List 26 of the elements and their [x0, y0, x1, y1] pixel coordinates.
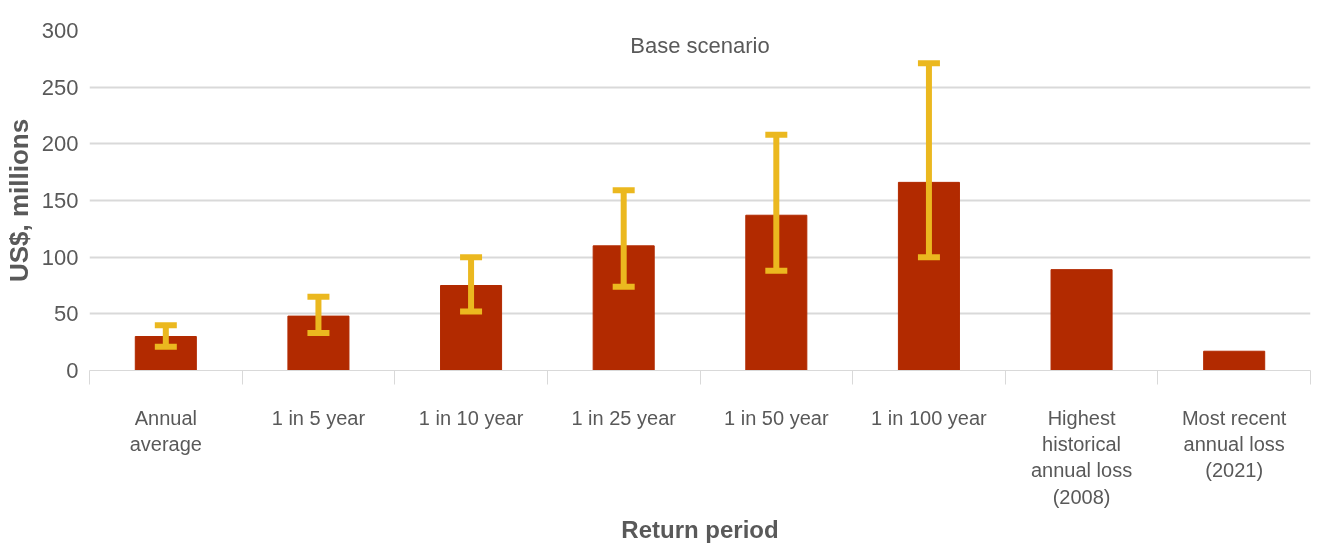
- bar: [897, 181, 960, 371]
- y-tick-label: 0: [66, 358, 79, 383]
- x-tick-label: 1 in 10 year: [418, 406, 524, 429]
- x-tick-label: 1 in 100 year: [871, 406, 988, 429]
- bar: [1050, 269, 1113, 371]
- bar: [287, 315, 350, 371]
- y-axis-title: US$, millions: [3, 118, 34, 283]
- x-axis-title: Return period: [621, 515, 779, 543]
- bar: [592, 245, 655, 371]
- chart-title: Base scenario: [630, 32, 770, 58]
- y-tick-label: 300: [41, 18, 79, 43]
- bar: [1203, 350, 1266, 371]
- y-tick-label: 200: [41, 131, 79, 157]
- x-tick-label: 1 in 50 year: [724, 406, 829, 429]
- y-tick-label: 150: [41, 188, 79, 213]
- bar: [745, 214, 808, 371]
- x-tick-label: 1 in 5 year: [271, 406, 366, 429]
- x-tick-label: 1 in 25 year: [571, 406, 677, 429]
- x-tick-label: Annual average: [129, 406, 202, 455]
- y-tick-label: 250: [41, 74, 79, 100]
- bar: [134, 336, 197, 371]
- bar: [440, 285, 503, 371]
- x-tick-label: Highest historical annual loss (2008): [1030, 406, 1133, 508]
- x-tick-label: Most recent annual loss (2021): [1181, 406, 1287, 482]
- y-tick-label: 50: [54, 301, 79, 327]
- y-tick-label: 100: [41, 244, 79, 270]
